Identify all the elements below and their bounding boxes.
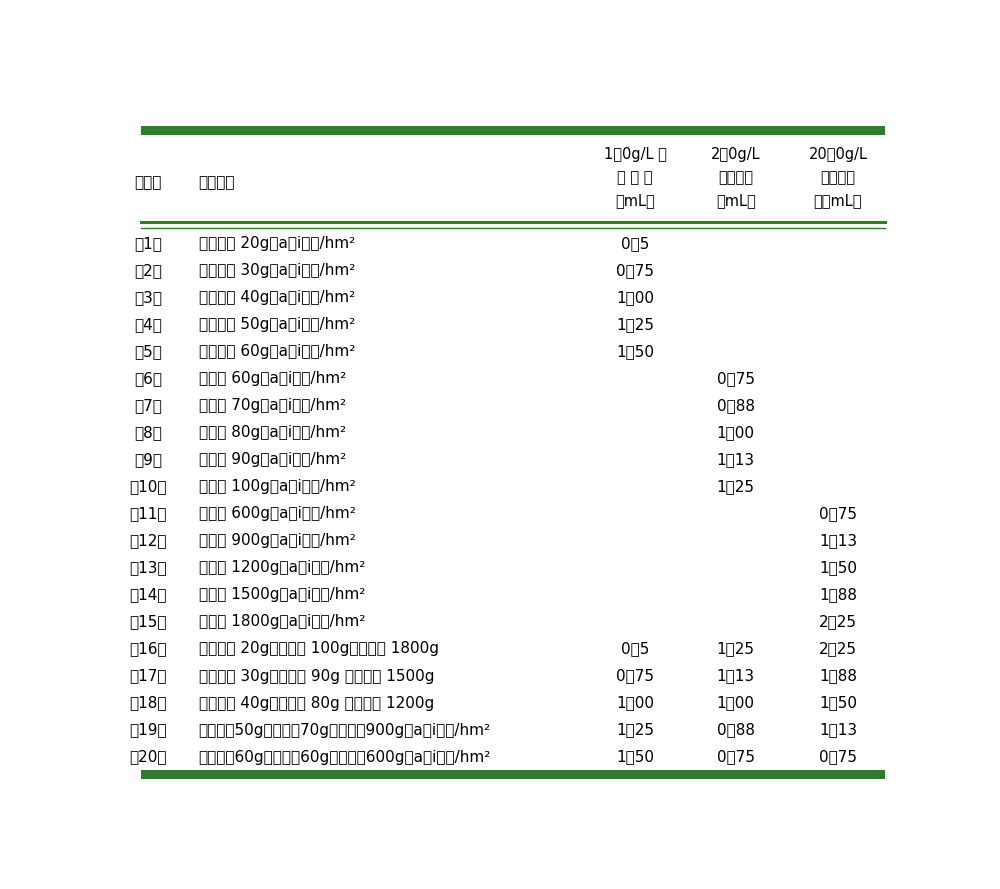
Text: 1．13: 1．13: [819, 723, 857, 738]
Text: 0．75: 0．75: [616, 263, 654, 278]
Text: 吡嗪磺隆 50g（a．i．）/hm²: 吡嗪磺隆 50g（a．i．）/hm²: [199, 317, 355, 332]
Text: 0．75: 0．75: [616, 669, 654, 684]
Text: 2．25: 2．25: [819, 614, 857, 629]
Text: 0．5: 0．5: [621, 642, 649, 656]
Text: 0．88: 0．88: [717, 723, 755, 738]
Text: 丁草胺母: 丁草胺母: [820, 170, 856, 185]
Text: 1．25: 1．25: [717, 642, 755, 656]
Text: （1）: （1）: [134, 236, 162, 251]
Text: （15）: （15）: [130, 614, 167, 629]
Text: （16）: （16）: [129, 642, 167, 656]
Text: 0．88: 0．88: [717, 398, 755, 413]
Text: 1．13: 1．13: [717, 453, 755, 468]
Text: （3）: （3）: [134, 290, 162, 305]
Text: 1．00: 1．00: [616, 695, 654, 710]
Text: 0．5: 0．5: [621, 236, 649, 251]
Text: 吡嗪磺隆 40g＋西草净 80g ＋丁草胺 1200g: 吡嗪磺隆 40g＋西草净 80g ＋丁草胺 1200g: [199, 695, 434, 710]
Text: 1．88: 1．88: [819, 669, 857, 684]
Text: 西草净 80g（a．i．）/hm²: 西草净 80g（a．i．）/hm²: [199, 425, 346, 440]
Text: 液（mL）: 液（mL）: [814, 193, 862, 208]
Text: （11）: （11）: [130, 507, 167, 521]
Text: 0．75: 0．75: [819, 507, 857, 521]
Text: 西草净 70g（a．i．）/hm²: 西草净 70g（a．i．）/hm²: [199, 398, 346, 413]
Text: 1．00: 1．00: [717, 425, 755, 440]
Text: （5）: （5）: [134, 344, 162, 359]
Text: （8）: （8）: [134, 425, 162, 440]
Text: （19）: （19）: [129, 723, 167, 738]
Text: 吡嗪磺隆60g＋西草净60g＋丁草胺600g（a．i．）/hm²: 吡嗪磺隆60g＋西草净60g＋丁草胺600g（a．i．）/hm²: [199, 749, 491, 765]
Bar: [140, 770, 885, 779]
Text: 2．25: 2．25: [819, 642, 857, 656]
Text: 西草净 60g（a．i．）/hm²: 西草净 60g（a．i．）/hm²: [199, 371, 346, 386]
Text: （6）: （6）: [134, 371, 162, 386]
Text: 处理剂量: 处理剂量: [199, 175, 235, 190]
Text: 1．50: 1．50: [819, 695, 857, 710]
Text: 0．75: 0．75: [819, 749, 857, 765]
Text: 丁草胺 1500g（a．i．）/hm²: 丁草胺 1500g（a．i．）/hm²: [199, 588, 365, 603]
Text: 1．50: 1．50: [616, 344, 654, 359]
Text: 1．50: 1．50: [616, 749, 654, 765]
Text: 2．0g/L: 2．0g/L: [711, 147, 761, 162]
Bar: [140, 126, 885, 135]
Text: （20）: （20）: [130, 749, 167, 765]
Text: 吡嗪磺隆 30g（a．i．）/hm²: 吡嗪磺隆 30g（a．i．）/hm²: [199, 263, 355, 278]
Text: 吡嗪磺隆 20g＋西草净 100g＋丁草胺 1800g: 吡嗪磺隆 20g＋西草净 100g＋丁草胺 1800g: [199, 642, 439, 656]
Text: 1．00: 1．00: [616, 290, 654, 305]
Text: 1．25: 1．25: [616, 317, 654, 332]
Text: 吡嗪磺隆 60g（a．i．）/hm²: 吡嗪磺隆 60g（a．i．）/hm²: [199, 344, 355, 359]
Text: 1．13: 1．13: [717, 669, 755, 684]
Text: （7）: （7）: [134, 398, 162, 413]
Text: （4）: （4）: [134, 317, 162, 332]
Text: （mL）: （mL）: [615, 193, 655, 208]
Text: （9）: （9）: [134, 453, 162, 468]
Text: 1．25: 1．25: [616, 723, 654, 738]
Text: 1．88: 1．88: [819, 588, 857, 603]
Text: （2）: （2）: [134, 263, 162, 278]
Text: 吡嗪磺隆 40g（a．i．）/hm²: 吡嗪磺隆 40g（a．i．）/hm²: [199, 290, 355, 305]
Text: 1．0g/L 吡: 1．0g/L 吡: [604, 147, 666, 162]
Text: 1．13: 1．13: [819, 533, 857, 549]
Text: 西净母液: 西净母液: [718, 170, 753, 185]
Text: （13）: （13）: [129, 560, 167, 575]
Text: （17）: （17）: [130, 669, 167, 684]
Text: （14）: （14）: [130, 588, 167, 603]
Text: 1．25: 1．25: [717, 479, 755, 494]
Text: （18）: （18）: [130, 695, 167, 710]
Text: 丁草胺 1200g（a．i．）/hm²: 丁草胺 1200g（a．i．）/hm²: [199, 560, 365, 575]
Text: （mL）: （mL）: [716, 193, 756, 208]
Text: 吡嗪磺隆 20g（a．i．）/hm²: 吡嗪磺隆 20g（a．i．）/hm²: [199, 236, 355, 251]
Text: （12）: （12）: [130, 533, 167, 549]
Text: 丁草胺 900g（a．i．）/hm²: 丁草胺 900g（a．i．）/hm²: [199, 533, 356, 549]
Text: 西草净 100g（a．i．）/hm²: 西草净 100g（a．i．）/hm²: [199, 479, 355, 494]
Text: 丁草胺 1800g（a．i．）/hm²: 丁草胺 1800g（a．i．）/hm²: [199, 614, 365, 629]
Text: 处理号: 处理号: [135, 175, 162, 190]
Text: 嗪 磺 隆: 嗪 磺 隆: [617, 170, 653, 185]
Text: 西草净 90g（a．i．）/hm²: 西草净 90g（a．i．）/hm²: [199, 453, 346, 468]
Text: 0．75: 0．75: [717, 371, 755, 386]
Text: 吡嗪磺隆50g＋西草净70g＋丁草胺900g（a．i．）/hm²: 吡嗪磺隆50g＋西草净70g＋丁草胺900g（a．i．）/hm²: [199, 723, 491, 738]
Text: 吡嗪磺隆 30g＋西草净 90g ＋丁草胺 1500g: 吡嗪磺隆 30g＋西草净 90g ＋丁草胺 1500g: [199, 669, 434, 684]
Text: 丁草胺 600g（a．i．）/hm²: 丁草胺 600g（a．i．）/hm²: [199, 507, 356, 521]
Text: 1．00: 1．00: [717, 695, 755, 710]
Text: 20．0g/L: 20．0g/L: [808, 147, 868, 162]
Text: 1．50: 1．50: [819, 560, 857, 575]
Text: （10）: （10）: [130, 479, 167, 494]
Text: 0．75: 0．75: [717, 749, 755, 765]
